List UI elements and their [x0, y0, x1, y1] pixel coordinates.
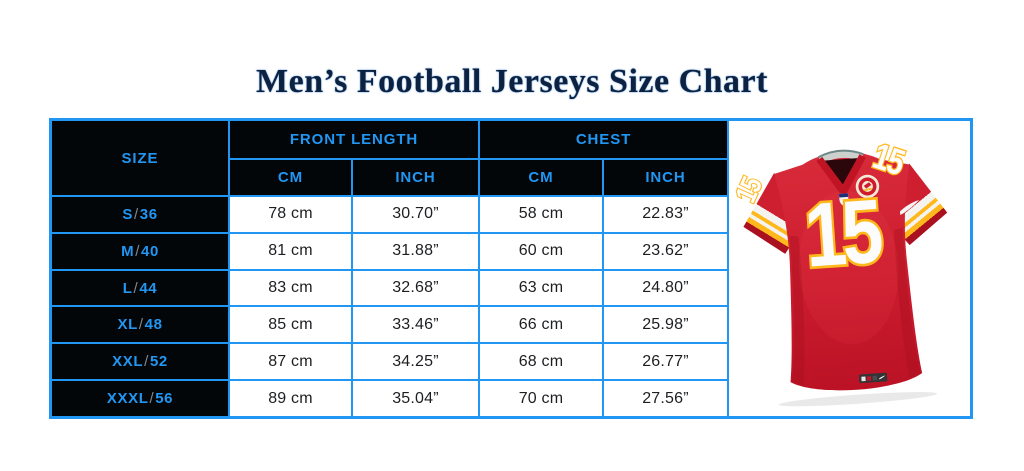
size-cell: L/44 [52, 270, 228, 306]
jersey-shadow [778, 392, 937, 407]
jersey-left-side-shade [788, 235, 804, 386]
front-cm-cell: 89 cm [230, 381, 351, 416]
chest-inch-cell: 23.62” [604, 233, 727, 269]
size-cell: S/36 [52, 197, 228, 232]
jersey-right-side-shade [893, 227, 920, 379]
subheader-front-cm: CM [230, 160, 351, 195]
chest-cm-cell: 58 cm [480, 197, 602, 232]
size-slash: / [135, 242, 140, 260]
subheader-front-inch: INCH [353, 160, 478, 195]
chest-cm-cell: 63 cm [480, 270, 602, 306]
front-cm-cell: 85 cm [230, 307, 351, 343]
nfl-shield-icon [838, 193, 848, 207]
size-slash: / [149, 390, 155, 408]
nike-swoosh-icon [899, 200, 919, 215]
chest-inch-cell: 27.56” [604, 381, 727, 416]
front-inch-cell: 32.68” [353, 270, 478, 306]
jersey-chest-number: 15 [799, 177, 887, 289]
jock-tag [858, 372, 887, 384]
front-cm-cell: 78 cm [230, 197, 351, 232]
jersey-illustration: 15 15 [729, 134, 947, 407]
chest-cm-cell: 60 cm [480, 233, 602, 269]
size-slash: / [133, 205, 139, 223]
chiefs-patch-icon [855, 174, 879, 199]
front-inch-cell: 30.70” [353, 197, 478, 232]
jersey-body [773, 151, 922, 391]
jersey-product-image: 15 15 [729, 121, 970, 416]
size-cell: XXL/52 [52, 344, 228, 380]
header-chest: CHEST [480, 121, 727, 158]
page-title: Men’s Football Jerseys Size Chart [256, 62, 768, 100]
chest-inch-cell: 24.80” [604, 270, 727, 306]
size-slash: / [144, 353, 149, 371]
chest-inch-cell: 26.77” [604, 344, 727, 380]
size-chart-panel: SIZE FRONT LENGTH CHEST CM INCH CM INCH … [49, 118, 973, 419]
header-front-length: FRONT LENGTH [230, 121, 478, 158]
chest-cm-cell: 70 cm [480, 381, 602, 416]
header-size: SIZE [52, 121, 228, 195]
size-cell: XXXL/56 [52, 381, 228, 416]
front-cm-cell: 81 cm [230, 233, 351, 269]
size-slash: / [133, 279, 139, 297]
chest-inch-cell: 25.98” [604, 307, 727, 343]
front-cm-cell: 83 cm [230, 270, 351, 306]
back-collar-trim [817, 149, 864, 159]
chest-cm-cell: 66 cm [480, 307, 602, 343]
front-inch-cell: 34.25” [353, 344, 478, 380]
svg-text:15: 15 [801, 180, 884, 287]
chest-cm-cell: 68 cm [480, 344, 602, 380]
size-cell: M/40 [52, 233, 228, 269]
v-neck-collar [815, 154, 866, 196]
subheader-chest-cm: CM [480, 160, 602, 195]
subheader-chest-inch: INCH [604, 160, 727, 195]
svg-text:15: 15 [868, 135, 910, 183]
size-cell: XL/48 [52, 307, 228, 343]
collar-inner-shadow [824, 158, 857, 185]
jersey-highlight [798, 190, 899, 345]
size-table: SIZE FRONT LENGTH CHEST CM INCH CM INCH … [52, 121, 727, 416]
front-inch-cell: 33.46” [353, 307, 478, 343]
front-inch-cell: 35.04” [353, 381, 478, 416]
front-cm-cell: 87 cm [230, 344, 351, 380]
front-inch-cell: 31.88” [353, 233, 478, 269]
right-shoulder-number: 15 [866, 134, 910, 185]
size-slash: / [138, 316, 144, 334]
chest-inch-cell: 22.83” [604, 197, 727, 232]
